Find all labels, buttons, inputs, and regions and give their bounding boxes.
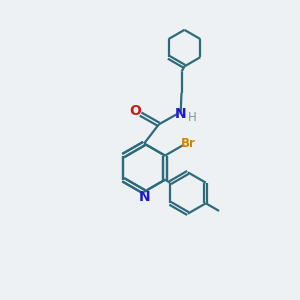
Text: H: H — [188, 111, 197, 124]
Text: Br: Br — [181, 137, 196, 150]
Text: N: N — [138, 190, 150, 204]
Text: N: N — [175, 107, 186, 121]
Text: O: O — [129, 104, 141, 118]
